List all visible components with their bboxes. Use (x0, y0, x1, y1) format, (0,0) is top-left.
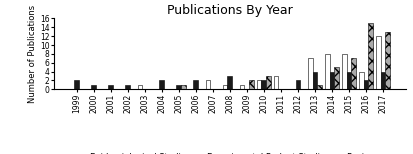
Bar (363, 80, 367, 89)
Bar (138, 85, 142, 89)
Bar (125, 85, 130, 89)
Y-axis label: Number of Publications: Number of Publications (28, 5, 37, 103)
Bar (266, 76, 270, 89)
Title: Publications By Year: Publications By Year (166, 4, 292, 17)
Bar (380, 72, 384, 89)
Bar (358, 72, 363, 89)
Bar (375, 36, 380, 89)
Bar (239, 85, 244, 89)
Bar (333, 67, 338, 89)
Bar (341, 54, 346, 89)
Bar (205, 80, 210, 89)
Bar (176, 85, 180, 89)
Bar (307, 58, 312, 89)
Bar (227, 76, 232, 89)
Bar (350, 58, 355, 89)
Bar (180, 85, 185, 89)
Bar (261, 80, 266, 89)
Legend: Epidemiological Studies, Experimental Rodent Studies, Reviews: Epidemiological Studies, Experimental Ro… (76, 152, 382, 154)
Bar (159, 80, 164, 89)
Bar (329, 72, 333, 89)
Bar (316, 85, 321, 89)
Bar (295, 80, 299, 89)
Bar (108, 85, 113, 89)
Bar (256, 80, 261, 89)
Bar (346, 72, 350, 89)
Bar (193, 80, 197, 89)
Bar (273, 76, 278, 89)
Bar (384, 32, 389, 89)
Bar (249, 80, 253, 89)
Bar (324, 54, 329, 89)
Bar (74, 80, 79, 89)
Bar (367, 23, 372, 89)
Bar (222, 85, 227, 89)
Bar (312, 72, 316, 89)
Bar (91, 85, 96, 89)
